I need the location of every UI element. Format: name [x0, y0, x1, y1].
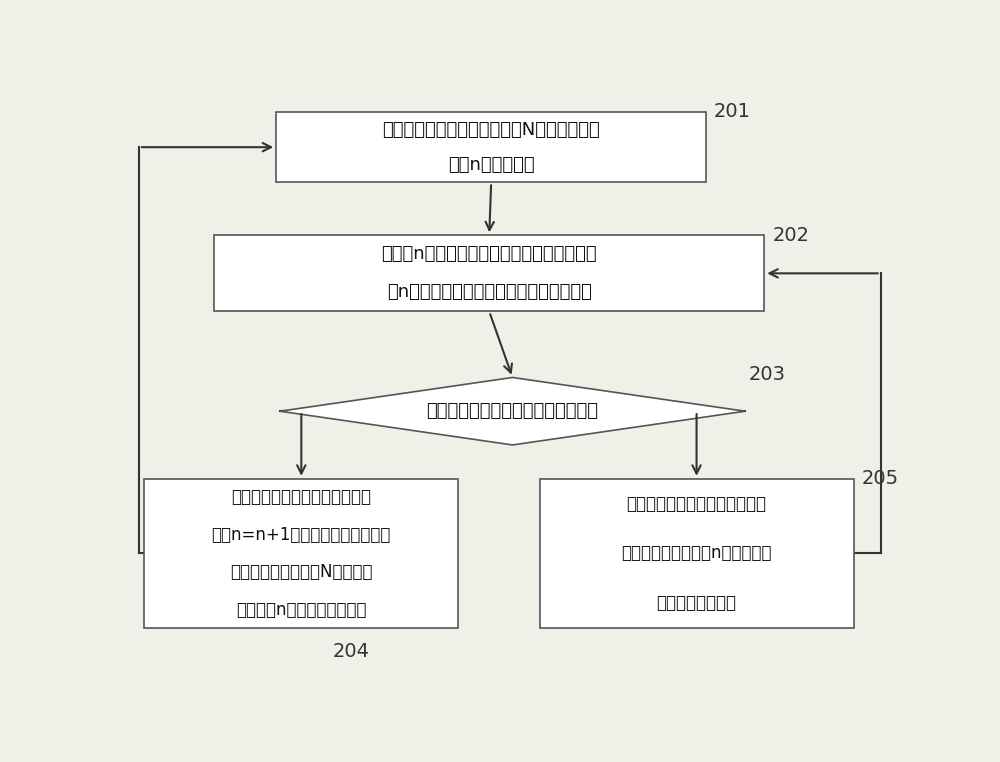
Polygon shape	[280, 377, 745, 445]
Text: 接收数据包的步骤: 接收数据包的步骤	[657, 594, 737, 613]
Text: 控制天线开关电路的一端连接N个接收天线中: 控制天线开关电路的一端连接N个接收天线中	[382, 120, 600, 139]
Text: 的第n个接收天线: 的第n个接收天线	[448, 155, 534, 174]
Text: 204: 204	[332, 642, 369, 661]
FancyBboxPatch shape	[144, 479, 458, 629]
Text: ，则重新执行通过第n个接收天线: ，则重新执行通过第n个接收天线	[621, 545, 772, 562]
Text: 203: 203	[749, 365, 786, 384]
FancyBboxPatch shape	[214, 235, 764, 312]
Text: 通过第n个接收天线接收数据包，并计算通过: 通过第n个接收天线接收数据包，并计算通过	[381, 245, 597, 263]
Text: 则令n=n+1，并重新执行控制天线: 则令n=n+1，并重新执行控制天线	[212, 526, 391, 544]
FancyBboxPatch shape	[540, 479, 854, 629]
FancyBboxPatch shape	[276, 112, 706, 182]
Text: 201: 201	[714, 102, 751, 121]
Text: 开关电路的一端连接N个接收天: 开关电路的一端连接N个接收天	[230, 563, 373, 581]
Text: 第n个接收天线接收数据包时的连续丢包数: 第n个接收天线接收数据包时的连续丢包数	[387, 283, 592, 302]
Text: 检测连续丢包数是否达到丢包数阈值: 检测连续丢包数是否达到丢包数阈值	[426, 402, 598, 420]
Text: 若连续丢包数未达到丢包数阈值: 若连续丢包数未达到丢包数阈值	[627, 495, 767, 513]
Text: 线中的第n个接收天线的步骤: 线中的第n个接收天线的步骤	[236, 600, 367, 619]
Text: 202: 202	[772, 226, 809, 245]
Text: 205: 205	[861, 469, 898, 488]
Text: 若连续丢包数达到丢包数阈值，: 若连续丢包数达到丢包数阈值，	[231, 488, 371, 507]
